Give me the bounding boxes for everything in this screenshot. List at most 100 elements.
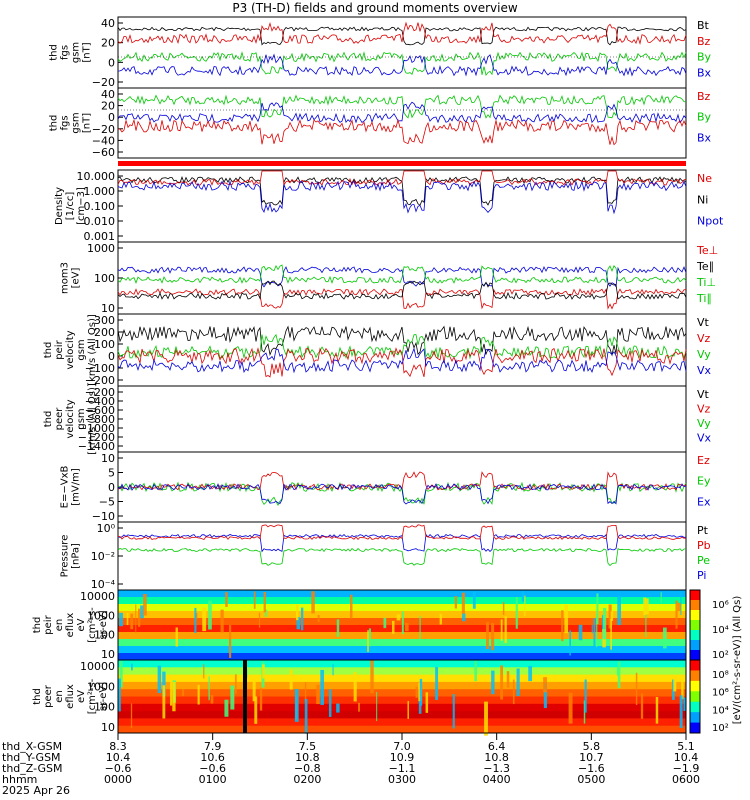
panel-p9: 10000 1000 100 10 thdpeirenefluxeV[cm²-s-sr-… [32,590,729,661]
legend-entry: Pi [697,569,706,582]
spectrogram-streak [350,595,353,619]
legend-entry: Npot [697,215,724,228]
series-line [118,525,686,540]
spectrogram-streak [420,679,422,706]
panel-p10: 10000100010010thdpeerenefluxeV[cm²-s-sr-… [32,660,729,736]
colorbar-tick-label: 10⁴ [712,705,729,716]
y-axis-label: Density[1/cc][cm−3] [54,187,87,225]
y-axis-label-line: gsm [76,408,87,429]
spectrogram-band [118,653,686,661]
y-axis-label-line: fgs [60,115,71,130]
spectrogram-streak [305,699,308,734]
y-axis-label-line: peir [43,614,54,634]
spectrogram-streak [383,618,386,628]
series-line [118,182,686,213]
y-axis-label-line: en [54,690,65,703]
spectrogram-streak [455,596,457,608]
spectrogram-streak [143,594,147,616]
panel-p4: 100010010mom3[eV]Te⊥Te∥Ti⊥Ti∥ [60,242,719,315]
panel-p2: 40200−20−40−60thdfgsgsm[nT]BzByBx [49,88,712,159]
flag-bar [118,161,686,166]
spectrogram-streak [656,697,658,724]
spectrogram-streak [130,614,133,630]
y-axis-label-line: [cm−3] [76,187,87,225]
y-tick-label: 0.100 [84,200,116,213]
y-tick-label: 40 [101,17,115,30]
y-axis-label-line: [km/s (All Qs)] [87,314,98,386]
spectrogram-streak [259,613,260,628]
y-axis-label-line: eV [76,690,87,703]
colorbar-tick-label: 10⁸ [712,670,729,681]
y-axis-label-line: eV [76,618,87,631]
y-axis-label: E=−VxB[mV/m] [60,466,82,509]
panel-p8: 10⁰10⁻²10⁻⁴Pressure[nPa]PtPbPePi [60,522,711,591]
spectrogram-streak [211,695,214,703]
spectrogram-streak [675,601,677,629]
y-tick-label: 10⁻² [91,550,115,563]
spectrogram-streak [397,614,401,620]
legend-entry: Vy [697,348,711,361]
spectrogram-streak [224,700,228,717]
spectrogram-streak [507,671,510,688]
colorbar-tick-label: 10⁶ [712,600,729,611]
y-axis-label-line: velocity [65,399,76,438]
colorbar-cell [690,712,700,723]
y-axis-label: thdpeirvelocitygsm[km/s (All Qs)] [43,314,98,386]
spectrogram-streak [407,701,408,719]
spectrogram-streak [203,664,204,678]
ephemeris-value: 0200 [287,774,327,785]
y-axis-label-line: gsm [71,42,82,63]
spectrogram-streak [198,685,200,705]
legend-entry: Ex [697,495,711,508]
y-tick-label: 1.000 [84,185,116,198]
spectrogram-streak [462,593,465,614]
spectrogram-streak [405,623,409,631]
y-axis-label: thdpeirenefluxeV[cm²-s-sr-eV] [32,607,109,643]
y-tick-label: 100 [94,272,115,285]
y-tick-label: 10⁰ [97,522,116,535]
spectrogram-streak [311,591,315,613]
colorbar-cell [690,640,700,651]
y-axis-label-line: [nT] [82,113,93,133]
spectrogram-streak [295,689,299,722]
spectrogram-band [118,590,686,598]
spectrogram-streak [645,598,648,614]
spectrogram-streak [617,667,619,676]
spectrogram-streak [182,689,184,696]
spectrogram-streak [491,671,494,695]
legend-entry: Ey [697,475,711,488]
series-line [118,102,686,122]
colorbar-tick-label: 10⁶ [712,688,729,699]
ephemeris-label: 2025 Apr 26 [2,785,70,796]
spectrogram-streak [522,591,524,601]
spectrogram-band [118,682,686,690]
y-tick-label: −60 [92,146,115,159]
spectrogram-band [118,646,686,654]
panel-p6: −200−400−600−800−1000−1200−1400thdpeerve… [43,383,712,455]
spectrogram-streak [202,608,206,631]
y-axis-label-line: velocity [65,330,76,369]
spectrogram-streak [318,615,320,622]
y-axis-label-line: sr-eV] [98,610,109,639]
y-axis-label-line: en [54,619,65,632]
spectrogram-streak [473,592,476,609]
y-axis-label: thdpeervelocitygsm[km/s (All Qs)] [43,383,98,455]
spectrogram-streak [290,670,293,690]
spectrogram-streak [661,592,662,602]
y-axis-label-line: gsm [76,339,87,360]
spectrogram-streak [305,682,306,701]
spectrogram-streak [296,605,298,620]
spectrogram-streak [501,619,503,640]
colorbar: 10⁸10⁶10⁴10² [690,660,729,734]
spectrogram-streak [354,672,357,701]
y-axis-label-line: thd [49,115,60,132]
y-tick-label: −5 [99,496,115,509]
spectrogram-band [118,711,686,719]
y-axis-label-line: [cm²-s- [87,607,98,643]
spectrogram-band [118,639,686,647]
spectrogram-streak [543,677,547,692]
spectrogram-streak [474,661,477,681]
spectrogram-streak [569,693,573,724]
spectrogram-band [118,726,686,734]
colorbar: 10⁶10⁴10² [690,590,729,661]
